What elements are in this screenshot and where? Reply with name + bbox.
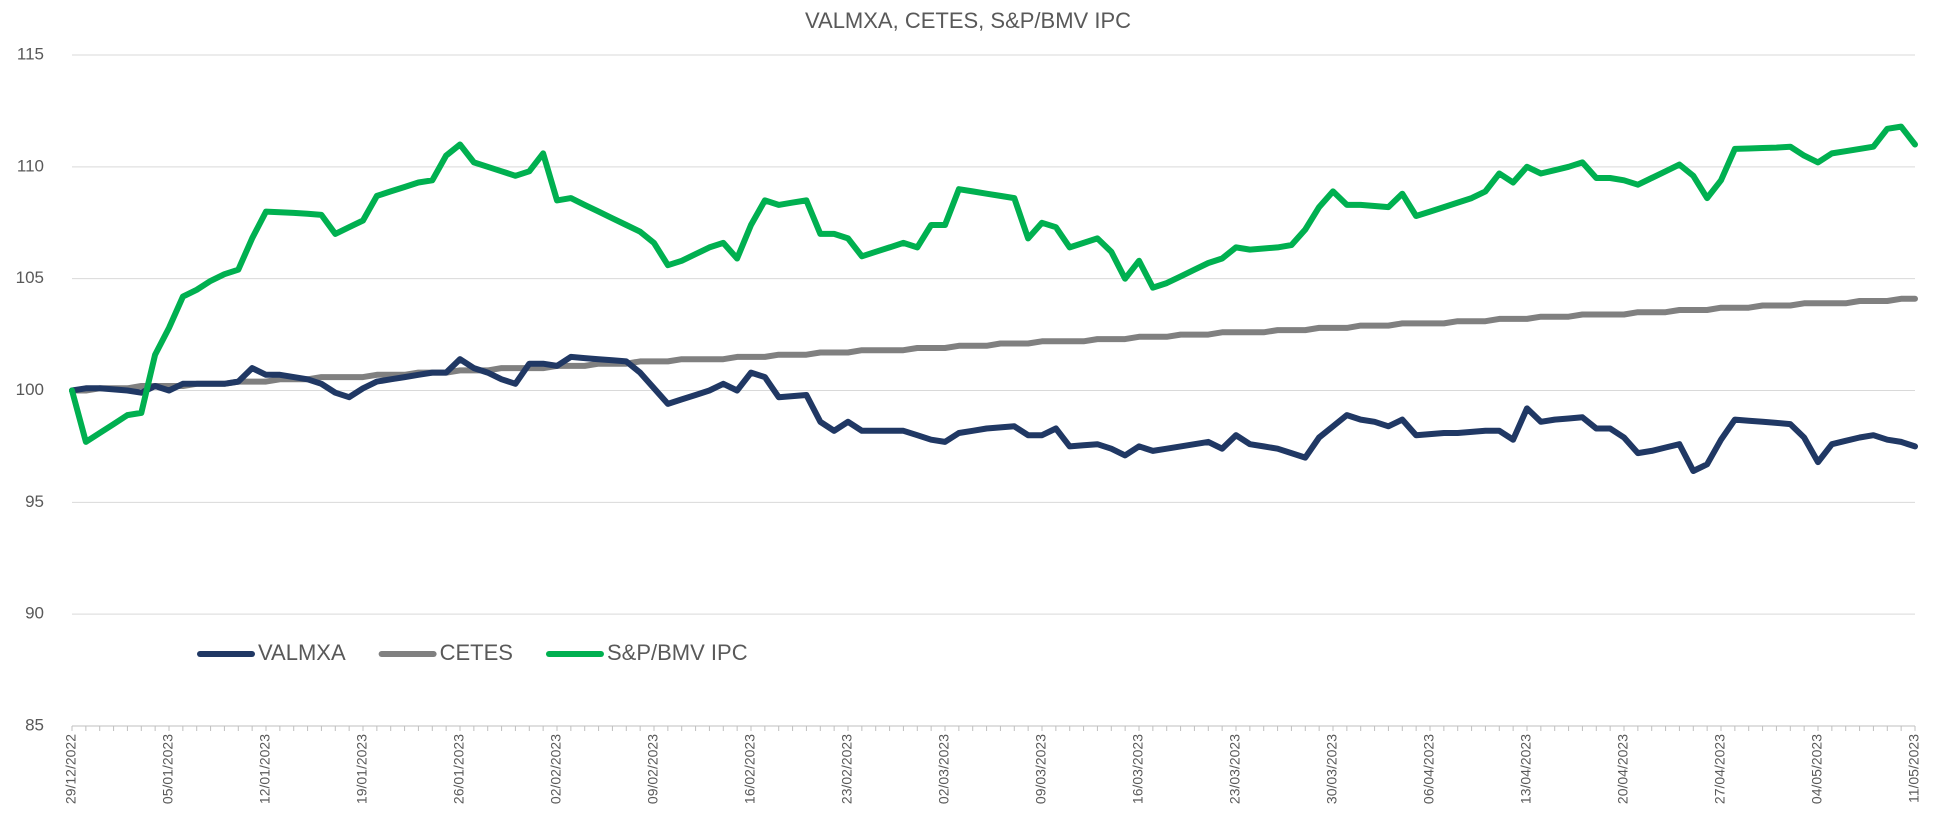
x-tick-label: 19/01/2023 (354, 734, 370, 804)
y-tick-label: 95 (25, 492, 44, 511)
x-tick-label: 16/03/2023 (1130, 734, 1146, 804)
x-tick-label: 09/03/2023 (1033, 734, 1049, 804)
x-tick-label: 12/01/2023 (257, 734, 273, 804)
x-tick-label: 02/02/2023 (548, 734, 564, 804)
x-tick-label: 09/02/2023 (645, 734, 661, 804)
series-line (69, 353, 1918, 474)
y-tick-label: 105 (16, 268, 44, 287)
legend-label: S&P/BMV IPC (607, 640, 748, 665)
series-line (69, 295, 1918, 394)
x-tick-label: 26/01/2023 (451, 734, 467, 804)
x-tick-label: 27/04/2023 (1712, 734, 1728, 804)
x-tick-label: 13/04/2023 (1518, 734, 1534, 804)
chart-title: VALMXA, CETES, S&P/BMV IPC (805, 8, 1131, 33)
x-tick-label: 20/04/2023 (1615, 734, 1631, 804)
x-tick-label: 02/03/2023 (936, 734, 952, 804)
x-tick-label: 04/05/2023 (1809, 734, 1825, 804)
x-tick-label: 06/04/2023 (1421, 734, 1437, 804)
y-tick-label: 85 (25, 715, 44, 734)
x-tick-label: 11/05/2023 (1906, 734, 1922, 803)
y-tick-label: 100 (16, 380, 44, 399)
series-line (69, 123, 1918, 445)
x-tick-label: 16/02/2023 (742, 734, 758, 804)
y-tick-label: 115 (17, 44, 44, 63)
legend-label: CETES (440, 640, 513, 665)
x-tick-label: 23/03/2023 (1227, 734, 1243, 804)
x-tick-label: 29/12/2022 (63, 734, 79, 804)
y-tick-label: 110 (17, 156, 44, 175)
x-tick-label: 23/02/2023 (839, 734, 855, 804)
y-tick-label: 90 (25, 604, 44, 623)
legend-label: VALMXA (258, 640, 346, 665)
x-tick-label: 05/01/2023 (160, 734, 176, 804)
x-tick-label: 30/03/2023 (1324, 734, 1340, 804)
